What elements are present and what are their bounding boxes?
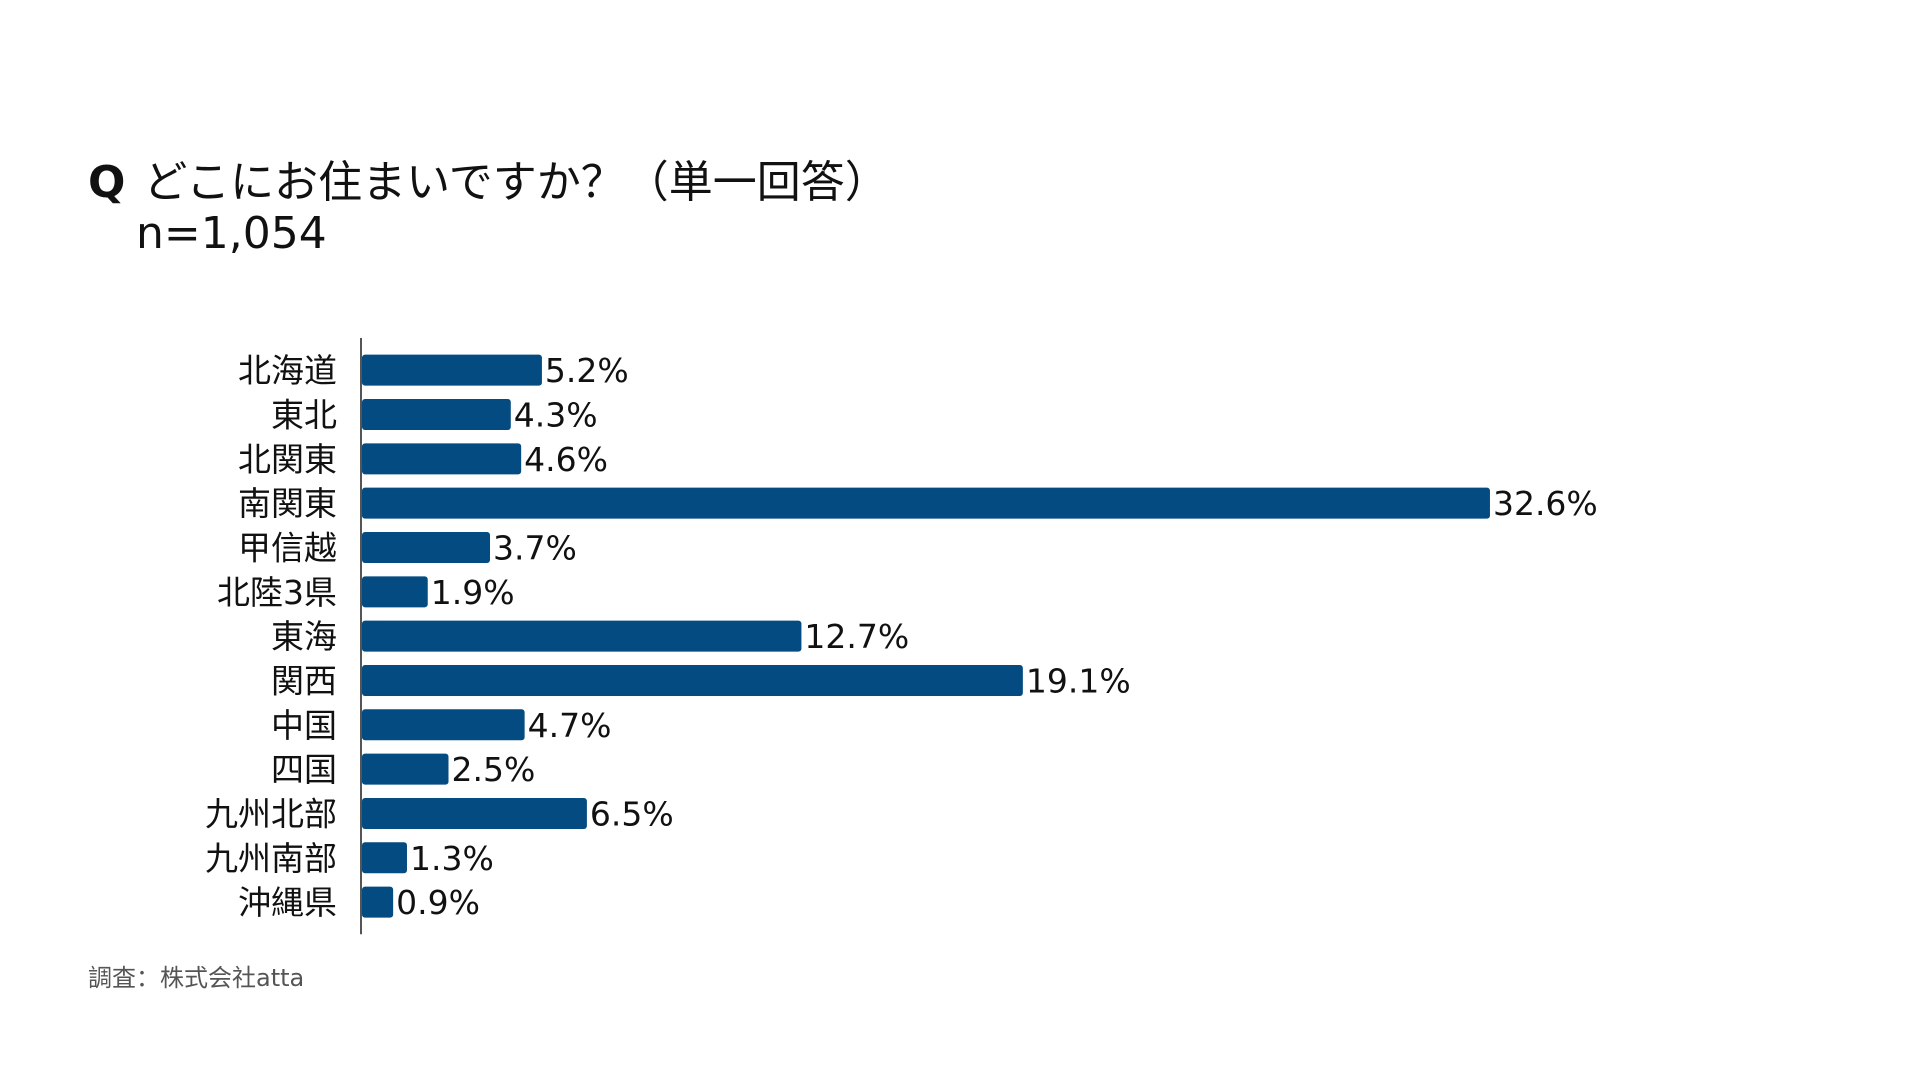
- bar-12: [362, 886, 394, 918]
- value-label-11: 1.3%: [410, 839, 494, 878]
- source-note: 調査：株式会社atta: [88, 964, 305, 992]
- value-label-10: 6.5%: [590, 794, 674, 833]
- chart-title: Q どこにお住まいですか？（単一回答）: [88, 146, 889, 210]
- bar-5: [362, 576, 428, 608]
- value-label-12: 0.9%: [396, 883, 480, 922]
- bar-7: [362, 664, 1023, 696]
- category-label-5: 北陸3県: [217, 573, 337, 612]
- category-label-9: 四国: [271, 750, 337, 789]
- category-label-2: 北関東: [238, 440, 337, 479]
- bars-group: 北海道 5.2% 東北 4.3% 北関東 4.6% 南関東 32.6% 甲信越 3.7% 北陸3県 1…: [205, 351, 1598, 922]
- bar-8: [362, 709, 525, 741]
- sample-size: n=1,054: [136, 208, 327, 259]
- bar-4: [362, 531, 491, 563]
- value-label-5: 1.9%: [431, 573, 515, 612]
- value-label-7: 19.1%: [1026, 661, 1131, 700]
- bar-10: [362, 797, 587, 829]
- bar-11: [362, 842, 407, 874]
- value-label-3: 32.6%: [1493, 484, 1598, 523]
- category-label-6: 東海: [271, 617, 337, 656]
- category-label-1: 東北: [271, 395, 337, 434]
- bar-0: [362, 354, 542, 386]
- category-label-3: 南関東: [238, 484, 337, 523]
- value-label-2: 4.6%: [524, 440, 608, 479]
- value-label-4: 3.7%: [493, 528, 577, 567]
- category-label-0: 北海道: [238, 351, 337, 390]
- category-label-12: 沖縄県: [238, 883, 337, 922]
- category-label-7: 関西: [271, 661, 337, 700]
- bar-9: [362, 753, 449, 785]
- category-label-4: 甲信越: [238, 528, 337, 567]
- category-label-10: 九州北部: [205, 794, 337, 833]
- bar-3: [362, 487, 1490, 519]
- value-label-1: 4.3%: [514, 395, 598, 434]
- bar-1: [362, 398, 511, 430]
- value-label-6: 12.7%: [804, 617, 909, 656]
- bar-2: [362, 443, 522, 475]
- value-label-9: 2.5%: [452, 750, 536, 789]
- value-label-0: 5.2%: [545, 351, 629, 390]
- bar-6: [362, 620, 802, 652]
- value-label-8: 4.7%: [528, 706, 612, 745]
- question-text: どこにお住まいですか？（単一回答）: [143, 157, 889, 208]
- category-label-8: 中国: [271, 706, 337, 745]
- category-label-11: 九州南部: [205, 839, 337, 878]
- question-prefix: Q: [88, 157, 126, 208]
